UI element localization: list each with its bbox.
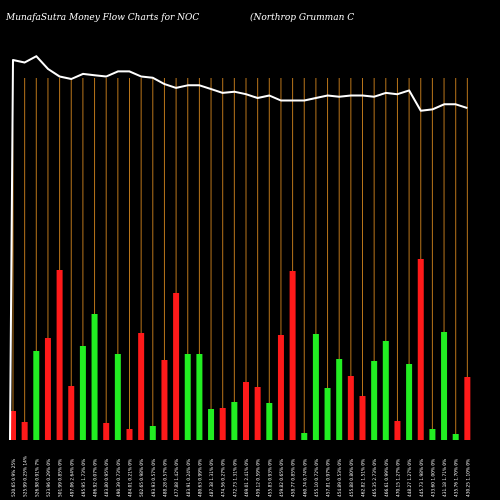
flow-bar xyxy=(138,333,145,440)
flow-bar xyxy=(347,376,354,440)
flow-bar xyxy=(452,434,459,440)
x-tick-label: 455.88 0.80% 0% xyxy=(349,459,355,497)
x-tick-label: 474.56 0.27% 0% xyxy=(221,459,227,497)
flow-bar xyxy=(91,314,98,440)
flow-bar xyxy=(196,354,203,440)
x-tick-label: 493.93 0.57% 0% xyxy=(151,459,157,497)
flow-bar xyxy=(266,403,273,440)
x-tick-label: 455.10 0.72% 0% xyxy=(314,459,320,497)
flow-bars xyxy=(10,259,471,440)
x-tick-label: 497.06 2.64% 0% xyxy=(69,459,75,497)
x-tick-label: 454.89 0.53% 0% xyxy=(337,459,343,497)
flow-bar xyxy=(21,422,28,440)
flow-bar xyxy=(289,271,296,440)
flow-bar xyxy=(114,354,121,440)
x-tick-label: 458.77 0.85% 0% xyxy=(291,459,297,497)
x-tick-label: 502.65 0.98% 0% xyxy=(139,459,145,497)
flow-bar xyxy=(324,388,331,440)
x-tick-label: 433.60 1.00% 0% xyxy=(430,459,436,497)
flow-bar xyxy=(394,421,401,440)
flow-bar xyxy=(44,338,51,440)
x-tick-label: 487.38 1.31% 0% xyxy=(209,459,215,497)
x-tick-label: 469.01 2.41% 0% xyxy=(244,459,250,497)
flow-bar xyxy=(312,334,319,440)
x-tick-label: 466.61 0.99% 0% xyxy=(384,459,390,497)
flow-bar xyxy=(382,341,389,440)
x-tick-label: 465.35 2.73% 0% xyxy=(372,459,378,497)
x-tick-label: 501.99 0.85% 0% xyxy=(58,459,64,497)
flow-bar xyxy=(184,354,191,440)
x-tick-label: 525.99 0.25% 14% xyxy=(23,456,29,497)
flow-bar xyxy=(243,382,249,440)
chart-subtitle: (Northrop Grumman C xyxy=(250,13,355,23)
flow-bar xyxy=(56,270,63,440)
flow-bar xyxy=(208,409,215,440)
x-tick-label: 488.28 0.57% 0% xyxy=(162,459,168,497)
x-tick-label: 523.96 0.29% 0% xyxy=(46,459,52,497)
x-tick-label: 486.92 0.07% 0% xyxy=(93,459,99,497)
x-tick-label: 431.18 1.71% 0% xyxy=(442,459,448,497)
x-tick-label: 472.73 1.31% 0% xyxy=(232,459,238,497)
x-tick-label: 435.76 1.70% 0% xyxy=(454,459,460,497)
chart-title: MunafaSutra Money Flow Charts for NOC xyxy=(6,13,200,23)
flow-bar xyxy=(406,364,413,440)
x-tick-label: 457.81 0.97% 0% xyxy=(326,459,332,497)
x-tick-label: 459.82 0.65% 0% xyxy=(279,459,285,497)
flow-bar xyxy=(464,377,471,440)
flow-bar xyxy=(103,423,110,440)
flow-bar xyxy=(126,429,133,440)
x-tick-label: 460.74 0.74% 0% xyxy=(302,459,308,497)
flow-bar xyxy=(359,396,366,440)
price-line xyxy=(9,55,468,441)
x-tick-label: 495.95 1.73% 0% xyxy=(81,459,87,497)
x-tick-label: 490.39 0.73% 0% xyxy=(116,459,122,497)
x-tick-label: 526.98 0.91% 7% xyxy=(34,459,40,497)
flow-bar xyxy=(301,433,308,440)
x-tick-label: 520.65 0.9% 25% xyxy=(11,459,17,497)
flow-bar xyxy=(336,359,343,440)
flow-bar xyxy=(429,429,436,440)
flow-bar xyxy=(254,387,261,440)
x-tick-label: 430.25 1.10% 0% xyxy=(465,459,471,497)
flow-bar xyxy=(277,335,284,440)
flow-bar xyxy=(441,332,448,440)
x-tick-label: 484.01 0.21% 0% xyxy=(128,459,134,497)
flow-bar xyxy=(79,346,86,440)
x-tick-label: 455.83 0.93% 0% xyxy=(267,459,273,497)
flow-bar xyxy=(371,361,378,440)
x-tick-label: 480.63 0.99% 0% xyxy=(197,459,203,497)
flow-bar xyxy=(417,259,424,440)
x-tick-label: 462.82 1.51% 0% xyxy=(361,459,367,497)
x-tick-label: 459.12 0.59% 0% xyxy=(256,459,262,497)
flow-bar xyxy=(68,386,75,440)
x-tick-label: 483.91 0.24% 0% xyxy=(186,459,192,497)
price-line-layer xyxy=(9,55,468,441)
x-tick-label: 445.73 1.98% 0% xyxy=(419,459,425,497)
x-tick-label: 477.88 1.42% 0% xyxy=(174,459,180,497)
x-tick-label: 448.27 1.27% 0% xyxy=(407,459,413,497)
x-tick-label: 483.80 0.95% 0% xyxy=(104,459,110,497)
flow-bar xyxy=(231,402,238,440)
flow-bar xyxy=(161,360,168,440)
flow-bar xyxy=(173,293,180,440)
flow-bar xyxy=(10,411,16,440)
flow-bar xyxy=(149,426,156,440)
x-axis-labels: 520.65 0.9% 25% 525.99 0.25% 14% 526.98 0.… xyxy=(11,456,471,497)
x-tick-label: 470.15 1.27% 0% xyxy=(395,459,401,497)
flow-bar xyxy=(33,351,40,440)
flow-bar xyxy=(219,408,226,440)
